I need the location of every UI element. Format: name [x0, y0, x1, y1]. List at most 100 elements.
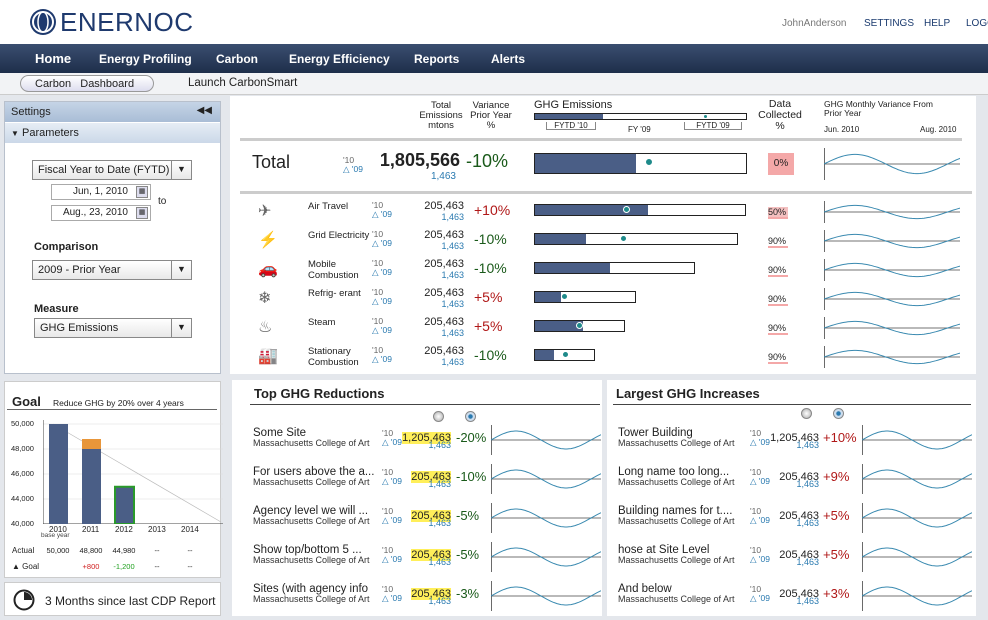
year-10: '10	[343, 155, 355, 165]
site-prior: 1,463	[796, 557, 819, 567]
site-variance: -10%	[456, 469, 487, 484]
row-bar	[534, 233, 738, 245]
row-bar-fill	[535, 292, 561, 302]
sparkline-path	[824, 233, 960, 249]
date-to-value: Aug., 23, 2010	[62, 207, 128, 218]
site-item[interactable]: Some Site Massachusetts College of Art '10…	[232, 425, 602, 461]
site-item[interactable]: Building names for t.... Massachusetts Co…	[607, 503, 977, 539]
category-row[interactable]: 🏭 Stationary Combustion '10 △ '09 205,463 1,4…	[230, 344, 976, 372]
help-link[interactable]: HELP	[924, 18, 951, 29]
period-select[interactable]: Fiscal Year to Date (FYTD) ▼	[32, 160, 192, 180]
breadcrumb-dashboard[interactable]: Dashboard	[80, 78, 135, 90]
radio-option-1[interactable]	[433, 411, 444, 422]
row-bar-dot	[562, 351, 569, 358]
nav-reports[interactable]: Reports	[414, 52, 460, 66]
category-name: Steam	[308, 317, 336, 328]
row-value: 205,463	[424, 316, 464, 328]
cdp-panel[interactable]: 3 Months since last CDP Report	[4, 582, 221, 616]
x-tick-label: 2011	[82, 525, 100, 534]
site-item[interactable]: Long name too long... Massachusetts Colle…	[607, 464, 977, 500]
nav-energy-profiling[interactable]: Energy Profiling	[99, 52, 192, 66]
year-09: '09	[758, 554, 770, 564]
logout-link[interactable]: LOGO	[966, 18, 988, 29]
site-sparkline	[862, 425, 972, 455]
sparkline-path	[862, 586, 972, 606]
site-item[interactable]: For users above the a... Massachusetts Co…	[232, 464, 602, 500]
parameters-title: Parameters	[21, 127, 79, 139]
breadcrumb[interactable]: Carbon Dashboard	[20, 75, 154, 92]
site-subtitle: Massachusetts College of Art	[618, 555, 735, 565]
sparkline-path	[824, 291, 960, 307]
site-value: 205,463	[779, 549, 819, 561]
settings-header: Settings ◀◀	[5, 102, 220, 122]
goal-title: Goal	[12, 394, 41, 409]
settings-link[interactable]: SETTINGS	[864, 18, 915, 29]
site-variance: +3%	[823, 586, 850, 601]
calendar-icon[interactable]: ▦	[136, 207, 148, 219]
site-item[interactable]: Sites (with agency info Massachusetts Col…	[232, 581, 602, 617]
year-10: '10	[382, 584, 394, 594]
category-row[interactable]: ⚡ Grid Electricity '10 △ '09 205,463 1,463 -10…	[230, 228, 976, 256]
col-monthly-header: GHG Monthly Variance From Prior Year	[824, 99, 933, 118]
nav-alerts[interactable]: Alerts	[491, 52, 526, 66]
radio-option-1[interactable]	[801, 408, 812, 419]
site-item[interactable]: Agency level we will ... Massachusetts Co…	[232, 503, 602, 539]
row-value: 205,463	[424, 287, 464, 299]
col-ghg-header: GHG Emissions	[534, 99, 613, 111]
radio-option-2[interactable]	[833, 408, 844, 419]
site-item[interactable]: hose at Site Level Massachusetts College …	[607, 542, 977, 578]
year-09: '09	[390, 593, 402, 603]
site-value-wrap: 205,463	[397, 545, 451, 563]
col-collected-header: Data Collected %	[758, 98, 802, 132]
measure-select[interactable]: GHG Emissions ▼	[34, 318, 192, 338]
site-prior: 1,463	[796, 479, 819, 489]
year-labels: '10 △ '09	[750, 429, 770, 447]
category-row[interactable]: ♨ Steam '10 △ '09 205,463 1,463 +5% 90%	[230, 315, 976, 343]
year-09: '09	[390, 515, 402, 525]
site-item[interactable]: Show top/bottom 5 ... Massachusetts Colle…	[232, 542, 602, 578]
breadcrumb-carbon[interactable]: Carbon	[35, 78, 72, 90]
measure-value: GHG Emissions	[40, 322, 119, 334]
row-sparkline	[824, 288, 960, 310]
category-name: Stationary Combustion	[308, 346, 359, 368]
row-variance: +10%	[474, 202, 511, 218]
comparison-select[interactable]: 2009 - Prior Year ▼	[32, 260, 192, 280]
site-item[interactable]: Tower Building Massachusetts College of A…	[607, 425, 977, 461]
enernoc-logo[interactable]: ENERNOC	[28, 5, 198, 39]
date-from-field[interactable]: Jun, 1, 2010 ▦	[51, 184, 151, 200]
total-sparkline	[824, 148, 960, 180]
site-name: Some Site	[253, 427, 307, 439]
site-subtitle: Massachusetts College of Art	[253, 555, 370, 565]
total-row[interactable]: Total '10 △ '09 1,805,566 1,463 -10% 0%	[230, 144, 976, 188]
user-name: JohnAnderson	[782, 18, 847, 29]
nav-carbon[interactable]: Carbon	[216, 52, 258, 66]
y-tick-label: 50,000	[11, 419, 34, 428]
fytd10-label: FYTD '10	[546, 122, 596, 130]
goal-value: -1,200	[113, 562, 135, 571]
launch-carbonsmart-link[interactable]: Launch CarbonSmart	[188, 77, 298, 89]
parameters-header[interactable]: ▼ Parameters	[5, 123, 220, 143]
double-chevron-left-icon[interactable]: ◀◀	[196, 105, 212, 116]
site-variance: -3%	[456, 586, 480, 601]
site-variance: +9%	[823, 469, 850, 484]
nav-home[interactable]: Home	[35, 51, 72, 66]
goal-chart	[43, 420, 223, 524]
site-item[interactable]: And below Massachusetts College of Art '10…	[607, 581, 977, 617]
category-name: Refrig- erant	[308, 288, 361, 299]
radio-option-2[interactable]	[465, 411, 476, 422]
sparkline-path	[862, 469, 972, 489]
goal-trend-line	[52, 423, 222, 523]
calendar-icon[interactable]: ▦	[136, 186, 148, 198]
category-row[interactable]: 🚗 Mobile Combustion '10 △ '09 205,463 1,463 -1…	[230, 257, 976, 285]
date-to-field[interactable]: Aug., 23, 2010 ▦	[51, 205, 151, 221]
nav-energy-efficiency[interactable]: Energy Efficiency	[289, 52, 390, 66]
category-row[interactable]: ✈ Air Travel '10 △ '09 205,463 1,463 +10% 50%	[230, 199, 976, 227]
car-icon: 🚗	[258, 261, 278, 278]
year-09-wrap: △ '09	[372, 354, 392, 364]
year-10: '10	[372, 258, 384, 268]
sub-nav: Carbon Dashboard Launch CarbonSmart	[0, 73, 988, 95]
row-sparkline	[824, 201, 960, 223]
category-row[interactable]: ❄ Refrig- erant '10 △ '09 205,463 1,463 +5% 90%	[230, 286, 976, 314]
divider	[613, 404, 971, 405]
site-variance: +5%	[823, 508, 850, 523]
